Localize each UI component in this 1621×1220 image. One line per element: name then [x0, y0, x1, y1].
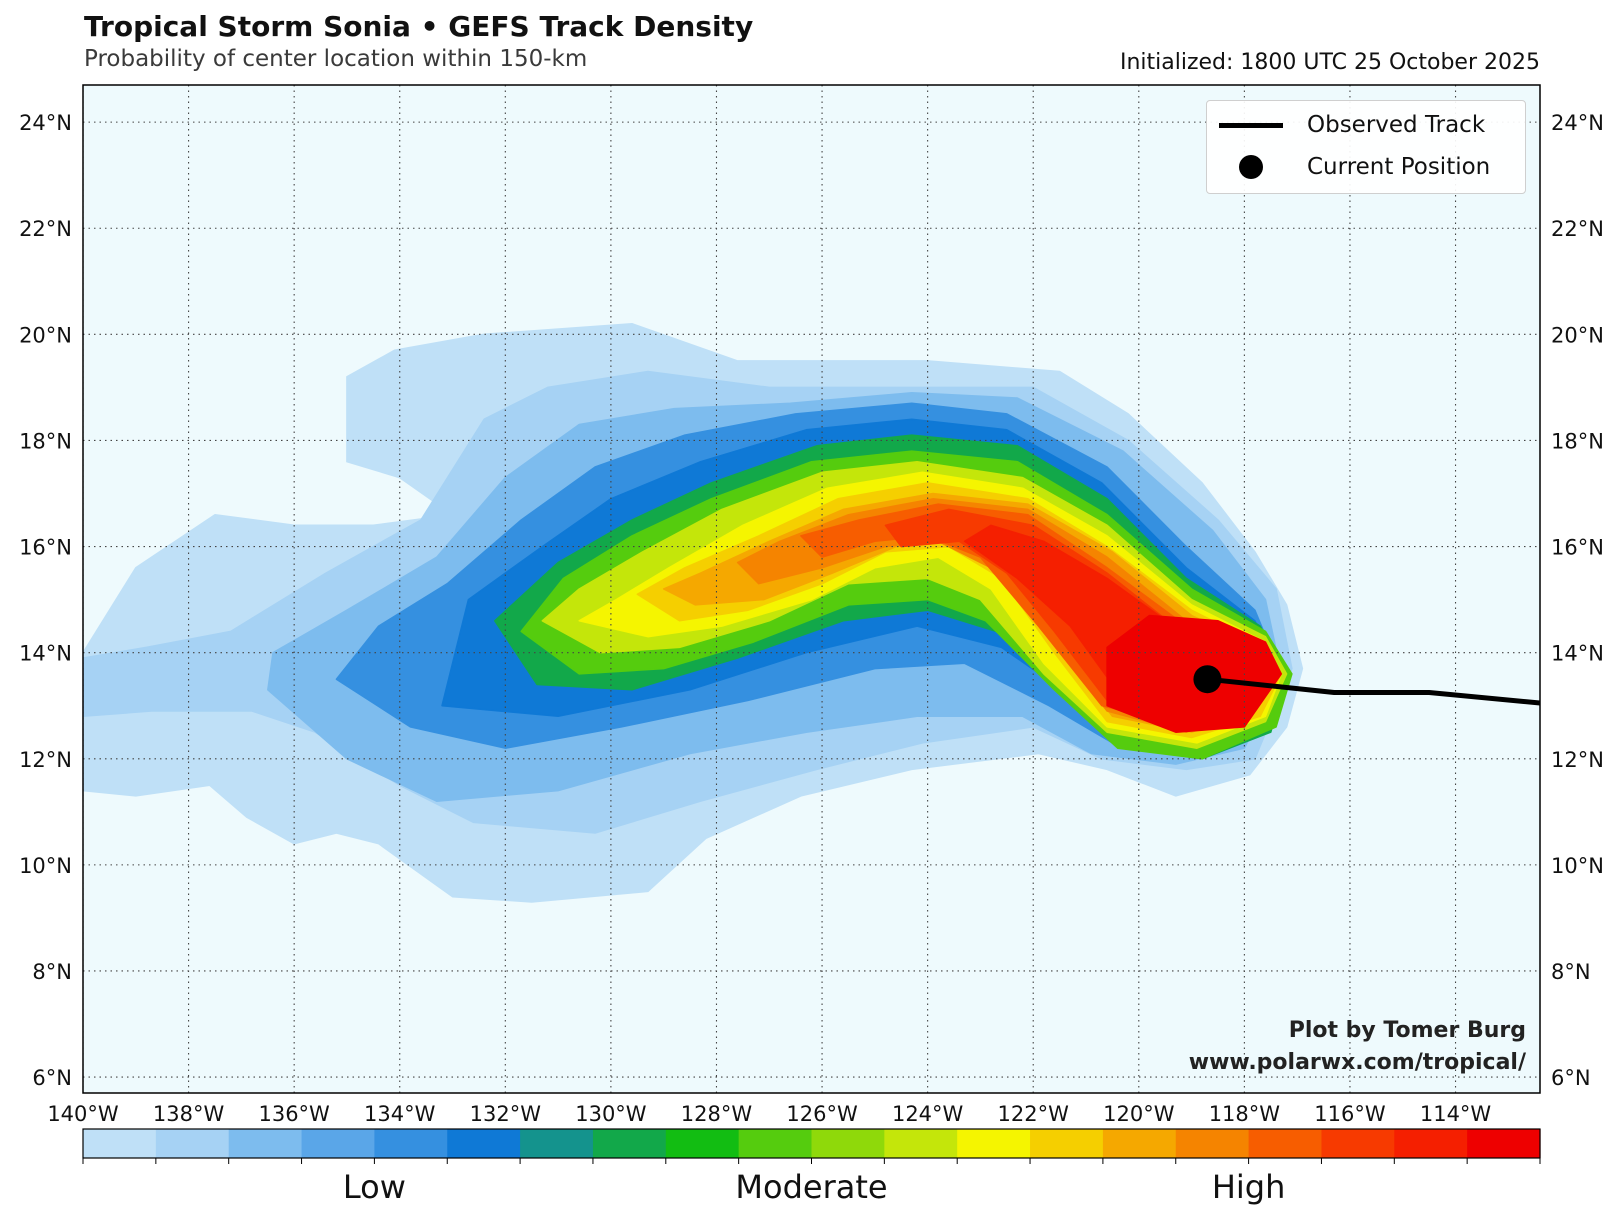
lat-tick-label-left: 8°N — [32, 960, 72, 984]
legend-line-icon — [1219, 122, 1283, 128]
lat-tick-label-left: 24°N — [19, 111, 72, 135]
colorbar-swatch — [592, 1129, 667, 1158]
lon-tick-label: 136°W — [258, 1102, 330, 1126]
colorbar-swatch — [1030, 1129, 1104, 1158]
lat-tick-label-left: 16°N — [19, 536, 72, 560]
graticule — [83, 85, 1540, 1093]
lat-tick-label-right: 20°N — [1551, 323, 1604, 347]
track-layer — [1193, 665, 1540, 706]
colorbar — [82, 1128, 1541, 1164]
colorbar-swatch — [957, 1129, 1031, 1158]
map-legend: Observed Track Current Position — [1206, 100, 1526, 194]
lat-tick-label-left: 14°N — [19, 642, 72, 666]
lat-tick-label-right: 6°N — [1551, 1066, 1591, 1090]
lat-tick-label-left: 22°N — [19, 217, 72, 241]
lon-tick-label: 130°W — [575, 1102, 647, 1126]
legend-track-entry: Observed Track — [1219, 110, 1485, 140]
lon-tick-label: 122°W — [998, 1102, 1070, 1126]
lat-tick-label-left: 20°N — [19, 323, 72, 347]
lon-tick-label: 126°W — [786, 1102, 858, 1126]
map-frame — [82, 84, 1541, 1094]
lat-tick-label-left: 12°N — [19, 748, 72, 772]
lat-tick-label-left: 10°N — [19, 854, 72, 878]
density-layers — [83, 322, 1304, 903]
credit-author: Plot by Tomer Burg — [1288, 1018, 1526, 1043]
lon-tick-label: 134°W — [364, 1102, 436, 1126]
lat-tick-label-right: 10°N — [1551, 854, 1604, 878]
current-position-marker — [1193, 665, 1222, 694]
initialized-time: Initialized: 1800 UTC 25 October 2025 — [1119, 50, 1540, 75]
legend-position-label: Current Position — [1307, 154, 1491, 180]
colorbar-swatch — [83, 1129, 157, 1158]
colorbar-swatch — [1175, 1129, 1250, 1158]
lon-tick-label: 128°W — [681, 1102, 753, 1126]
colorbar-swatch — [884, 1129, 958, 1158]
colorbar-label-low: Low — [342, 1168, 406, 1206]
colorbar-swatch — [447, 1129, 521, 1158]
colorbar-swatch — [665, 1129, 740, 1158]
lon-tick-label: 116°W — [1314, 1102, 1386, 1126]
lon-tick-label: 132°W — [470, 1102, 542, 1126]
lat-tick-label-right: 12°N — [1551, 748, 1604, 772]
lat-tick-label-right: 16°N — [1551, 536, 1604, 560]
observed-track-line — [1207, 676, 1540, 706]
legend-position-entry: Current Position — [1219, 152, 1490, 182]
colorbar-swatch — [520, 1129, 594, 1158]
lat-tick-label-right: 18°N — [1551, 429, 1604, 453]
colorbar-swatch — [228, 1129, 303, 1158]
lat-tick-label-left: 6°N — [32, 1066, 72, 1090]
colorbar-swatch — [1321, 1129, 1395, 1158]
lat-tick-label-right: 8°N — [1551, 960, 1591, 984]
legend-dot-icon — [1239, 155, 1263, 179]
axis-ticks: 140°W 138°W 136°W 134°W 132°W 130°W 128°W 126°W… — [19, 111, 1604, 1126]
lon-tick-label: 114°W — [1420, 1102, 1492, 1126]
colorbar-swatch — [374, 1129, 448, 1158]
lat-tick-label-left: 18°N — [19, 429, 72, 453]
colorbar-swatch — [1467, 1129, 1541, 1158]
lat-tick-label-right: 24°N — [1551, 111, 1604, 135]
colorbar-swatch — [1394, 1129, 1468, 1158]
colorbar-swatch — [1248, 1129, 1323, 1158]
colorbar-label-moderate: Moderate — [735, 1168, 888, 1206]
lon-tick-label: 120°W — [1103, 1102, 1175, 1126]
colorbar-label-high: High — [1211, 1168, 1286, 1206]
map-subtitle: Probability of center location within 15… — [84, 46, 588, 72]
density-level-15 — [1106, 614, 1283, 733]
colorbar-swatch — [738, 1129, 813, 1158]
colorbar-swatch — [811, 1129, 885, 1158]
colorbar-swatch — [155, 1129, 230, 1158]
map-title: Tropical Storm Sonia • GEFS Track Densit… — [84, 10, 754, 43]
colorbar-swatch — [1102, 1129, 1177, 1158]
legend-track-label: Observed Track — [1307, 112, 1486, 138]
colorbar-swatch — [301, 1129, 375, 1158]
lon-tick-label: 138°W — [153, 1102, 225, 1126]
lat-tick-label-right: 22°N — [1551, 217, 1604, 241]
lat-tick-label-right: 14°N — [1551, 642, 1604, 666]
lon-tick-label: 140°W — [47, 1102, 119, 1126]
credit-url: www.polarwx.com/tropical/ — [1188, 1050, 1526, 1075]
lon-tick-label: 124°W — [892, 1102, 964, 1126]
lon-tick-label: 118°W — [1209, 1102, 1281, 1126]
